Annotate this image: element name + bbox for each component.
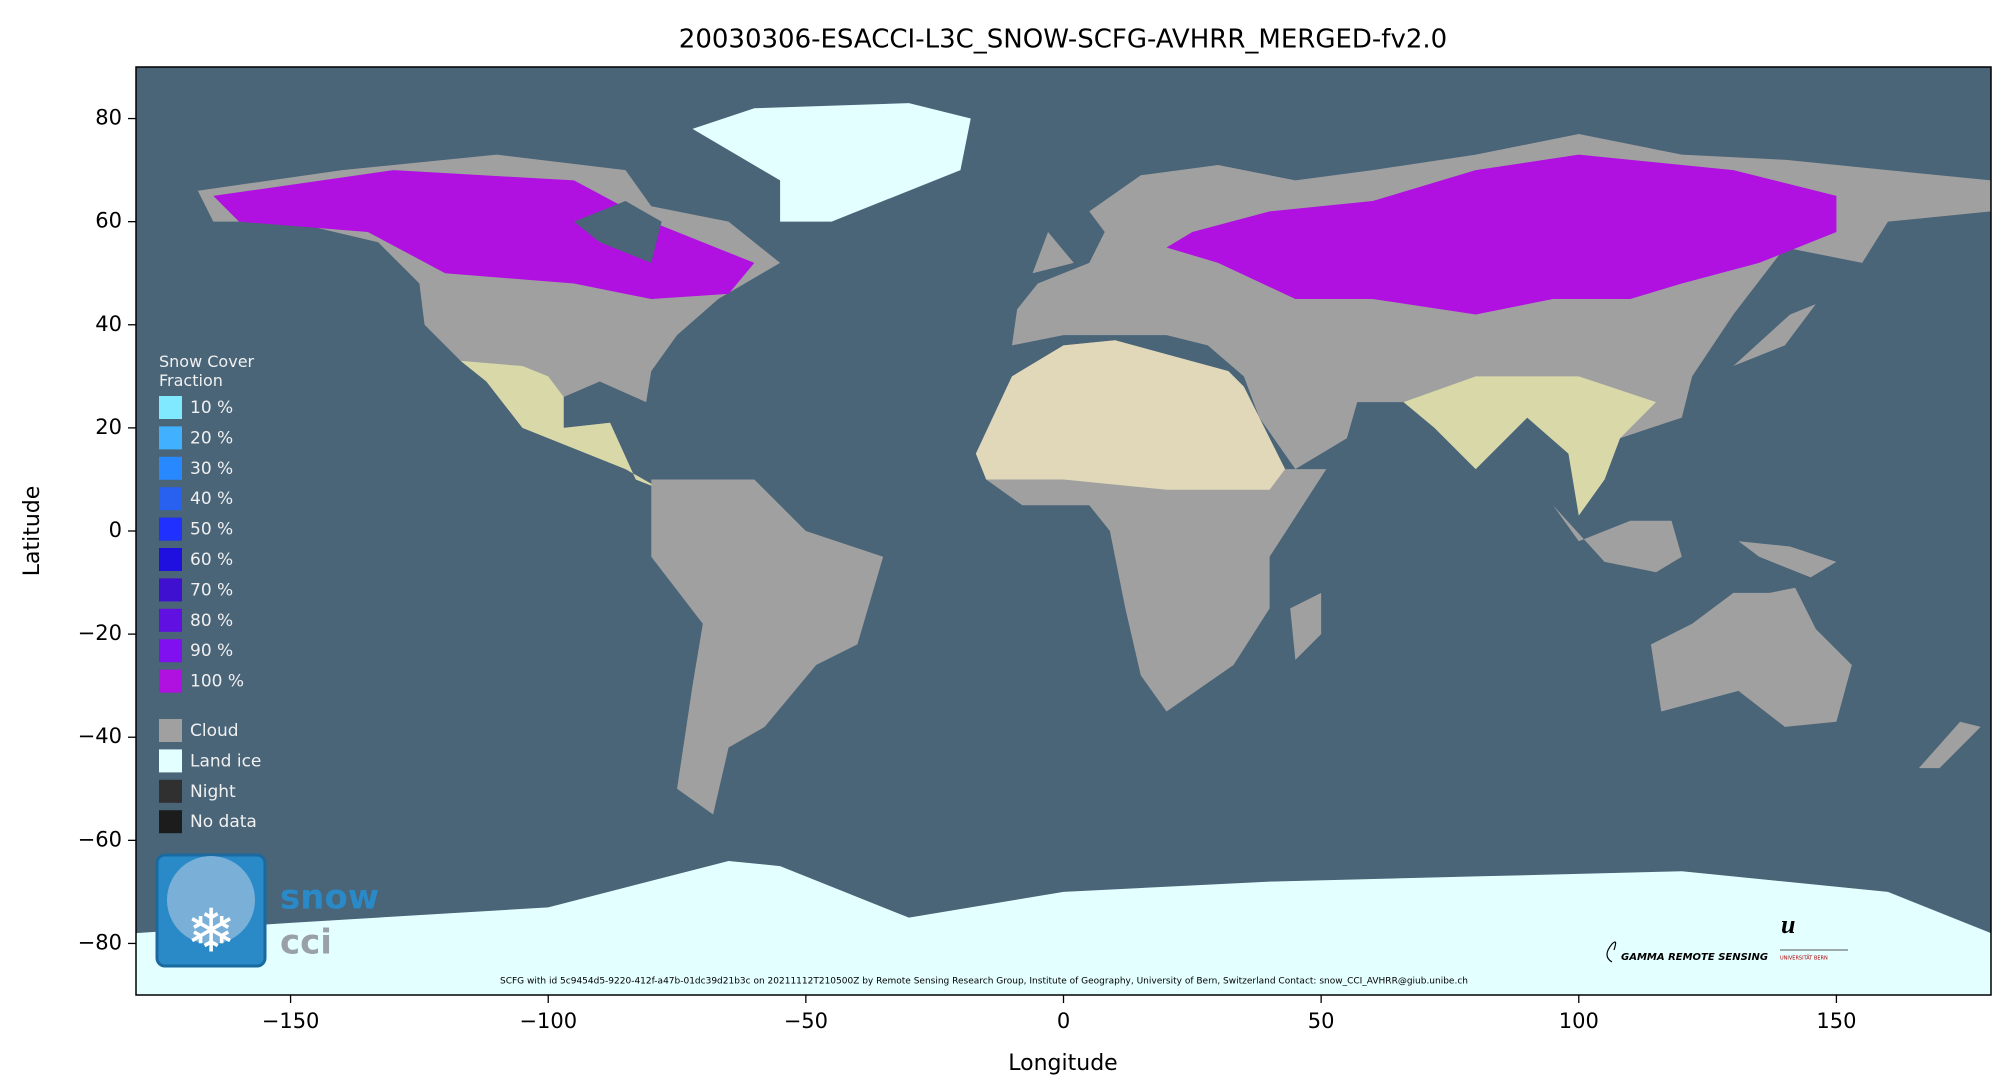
legend-label: 80 %	[190, 611, 233, 631]
legend-swatch	[159, 608, 182, 632]
island	[1553, 505, 1682, 573]
logo-globe	[167, 856, 255, 944]
y-tick-label: −20	[78, 621, 122, 645]
land	[136, 103, 1991, 995]
island	[1733, 304, 1816, 367]
partner-logo: u	[1781, 910, 1795, 939]
south-america	[651, 479, 884, 815]
x-axis-label: Longitude	[1008, 1051, 1117, 1076]
antarctica	[136, 860, 1991, 995]
legend-label: 30 %	[190, 459, 233, 479]
legend-swatch	[159, 578, 182, 602]
greenland	[692, 103, 971, 222]
legend-label: 60 %	[190, 550, 233, 570]
legend-label: No data	[190, 812, 257, 832]
x-tick-label: 50	[1308, 1009, 1335, 1033]
legend-swatch	[159, 456, 182, 480]
y-axis-label: Latitude	[20, 486, 45, 577]
legend-swatch	[159, 779, 182, 803]
australia	[1650, 587, 1852, 727]
partner-logo: UNIVERSITÄT BERN	[1780, 955, 1828, 962]
y-tick-label: 40	[95, 312, 122, 336]
sahara	[975, 340, 1286, 490]
legend-label: 40 %	[190, 489, 233, 509]
legend-label: 70 %	[190, 580, 233, 600]
legend-swatch	[159, 749, 182, 773]
y-tick-label: −80	[78, 930, 122, 954]
legend-swatch	[159, 396, 182, 419]
land-clear	[460, 360, 662, 490]
island	[1032, 231, 1074, 274]
partner-mark	[1606, 941, 1617, 963]
partner-logo: GAMMA REMOTE SENSING	[1621, 952, 1768, 963]
legend-label: Night	[190, 782, 236, 802]
legend-label: 10 %	[190, 398, 233, 418]
snow-area	[1166, 154, 1837, 315]
legend-title: Snow Cover Fraction	[159, 352, 255, 390]
y-tick-label: 60	[95, 209, 122, 233]
island	[1738, 541, 1837, 578]
x-tick-label: −50	[784, 1009, 828, 1033]
x-tick-label: 100	[1559, 1009, 1599, 1033]
y-tick-label: 0	[109, 518, 122, 542]
logo: ❄ snow cci	[155, 853, 379, 968]
logo-text: cci	[280, 923, 332, 963]
legend-swatch	[159, 548, 182, 571]
map-title: 20030306-ESACCI-L3C_SNOW-SCFG-AVHRR_MERG…	[679, 25, 1447, 55]
legend-swatch	[159, 810, 182, 834]
legend-label: Cloud	[190, 721, 239, 741]
hudson-bay	[573, 201, 662, 263]
legend-swatch	[159, 487, 182, 511]
legend-swatch	[159, 426, 182, 450]
map-area	[136, 103, 1991, 995]
legend-label: 50 %	[190, 520, 233, 540]
island	[1918, 721, 1981, 769]
y-tick-label: 20	[95, 415, 122, 439]
footer: SCFG with id 5c9454d5-9220-412f-a47b-01d…	[500, 977, 1468, 987]
legend-swatch	[159, 517, 182, 541]
logo-flake: ❄	[186, 897, 236, 967]
x-tick-label: −150	[262, 1009, 320, 1033]
island	[1290, 592, 1322, 660]
south-asia	[1403, 376, 1657, 516]
y-tick-label: −40	[78, 724, 122, 748]
legend: Snow Cover Fraction 10 % 20 % 30 % 40 % 50 % 60…	[159, 352, 261, 834]
legend-label: 100 %	[190, 672, 244, 692]
legend-label: 90 %	[190, 641, 233, 661]
y-tick-label: 80	[95, 106, 122, 130]
x-tick-label: 150	[1816, 1009, 1856, 1033]
legend-label: Land ice	[190, 751, 261, 771]
legend-label: 20 %	[190, 428, 233, 448]
legend-swatch	[159, 669, 182, 693]
logo-text: snow	[280, 878, 379, 918]
y-tick-label: −60	[78, 827, 122, 851]
snow-area	[213, 170, 755, 299]
legend-swatch	[159, 639, 182, 663]
x-tick-label: 0	[1057, 1009, 1070, 1033]
x-tick-label: −100	[519, 1009, 577, 1033]
legend-swatch	[159, 719, 182, 742]
